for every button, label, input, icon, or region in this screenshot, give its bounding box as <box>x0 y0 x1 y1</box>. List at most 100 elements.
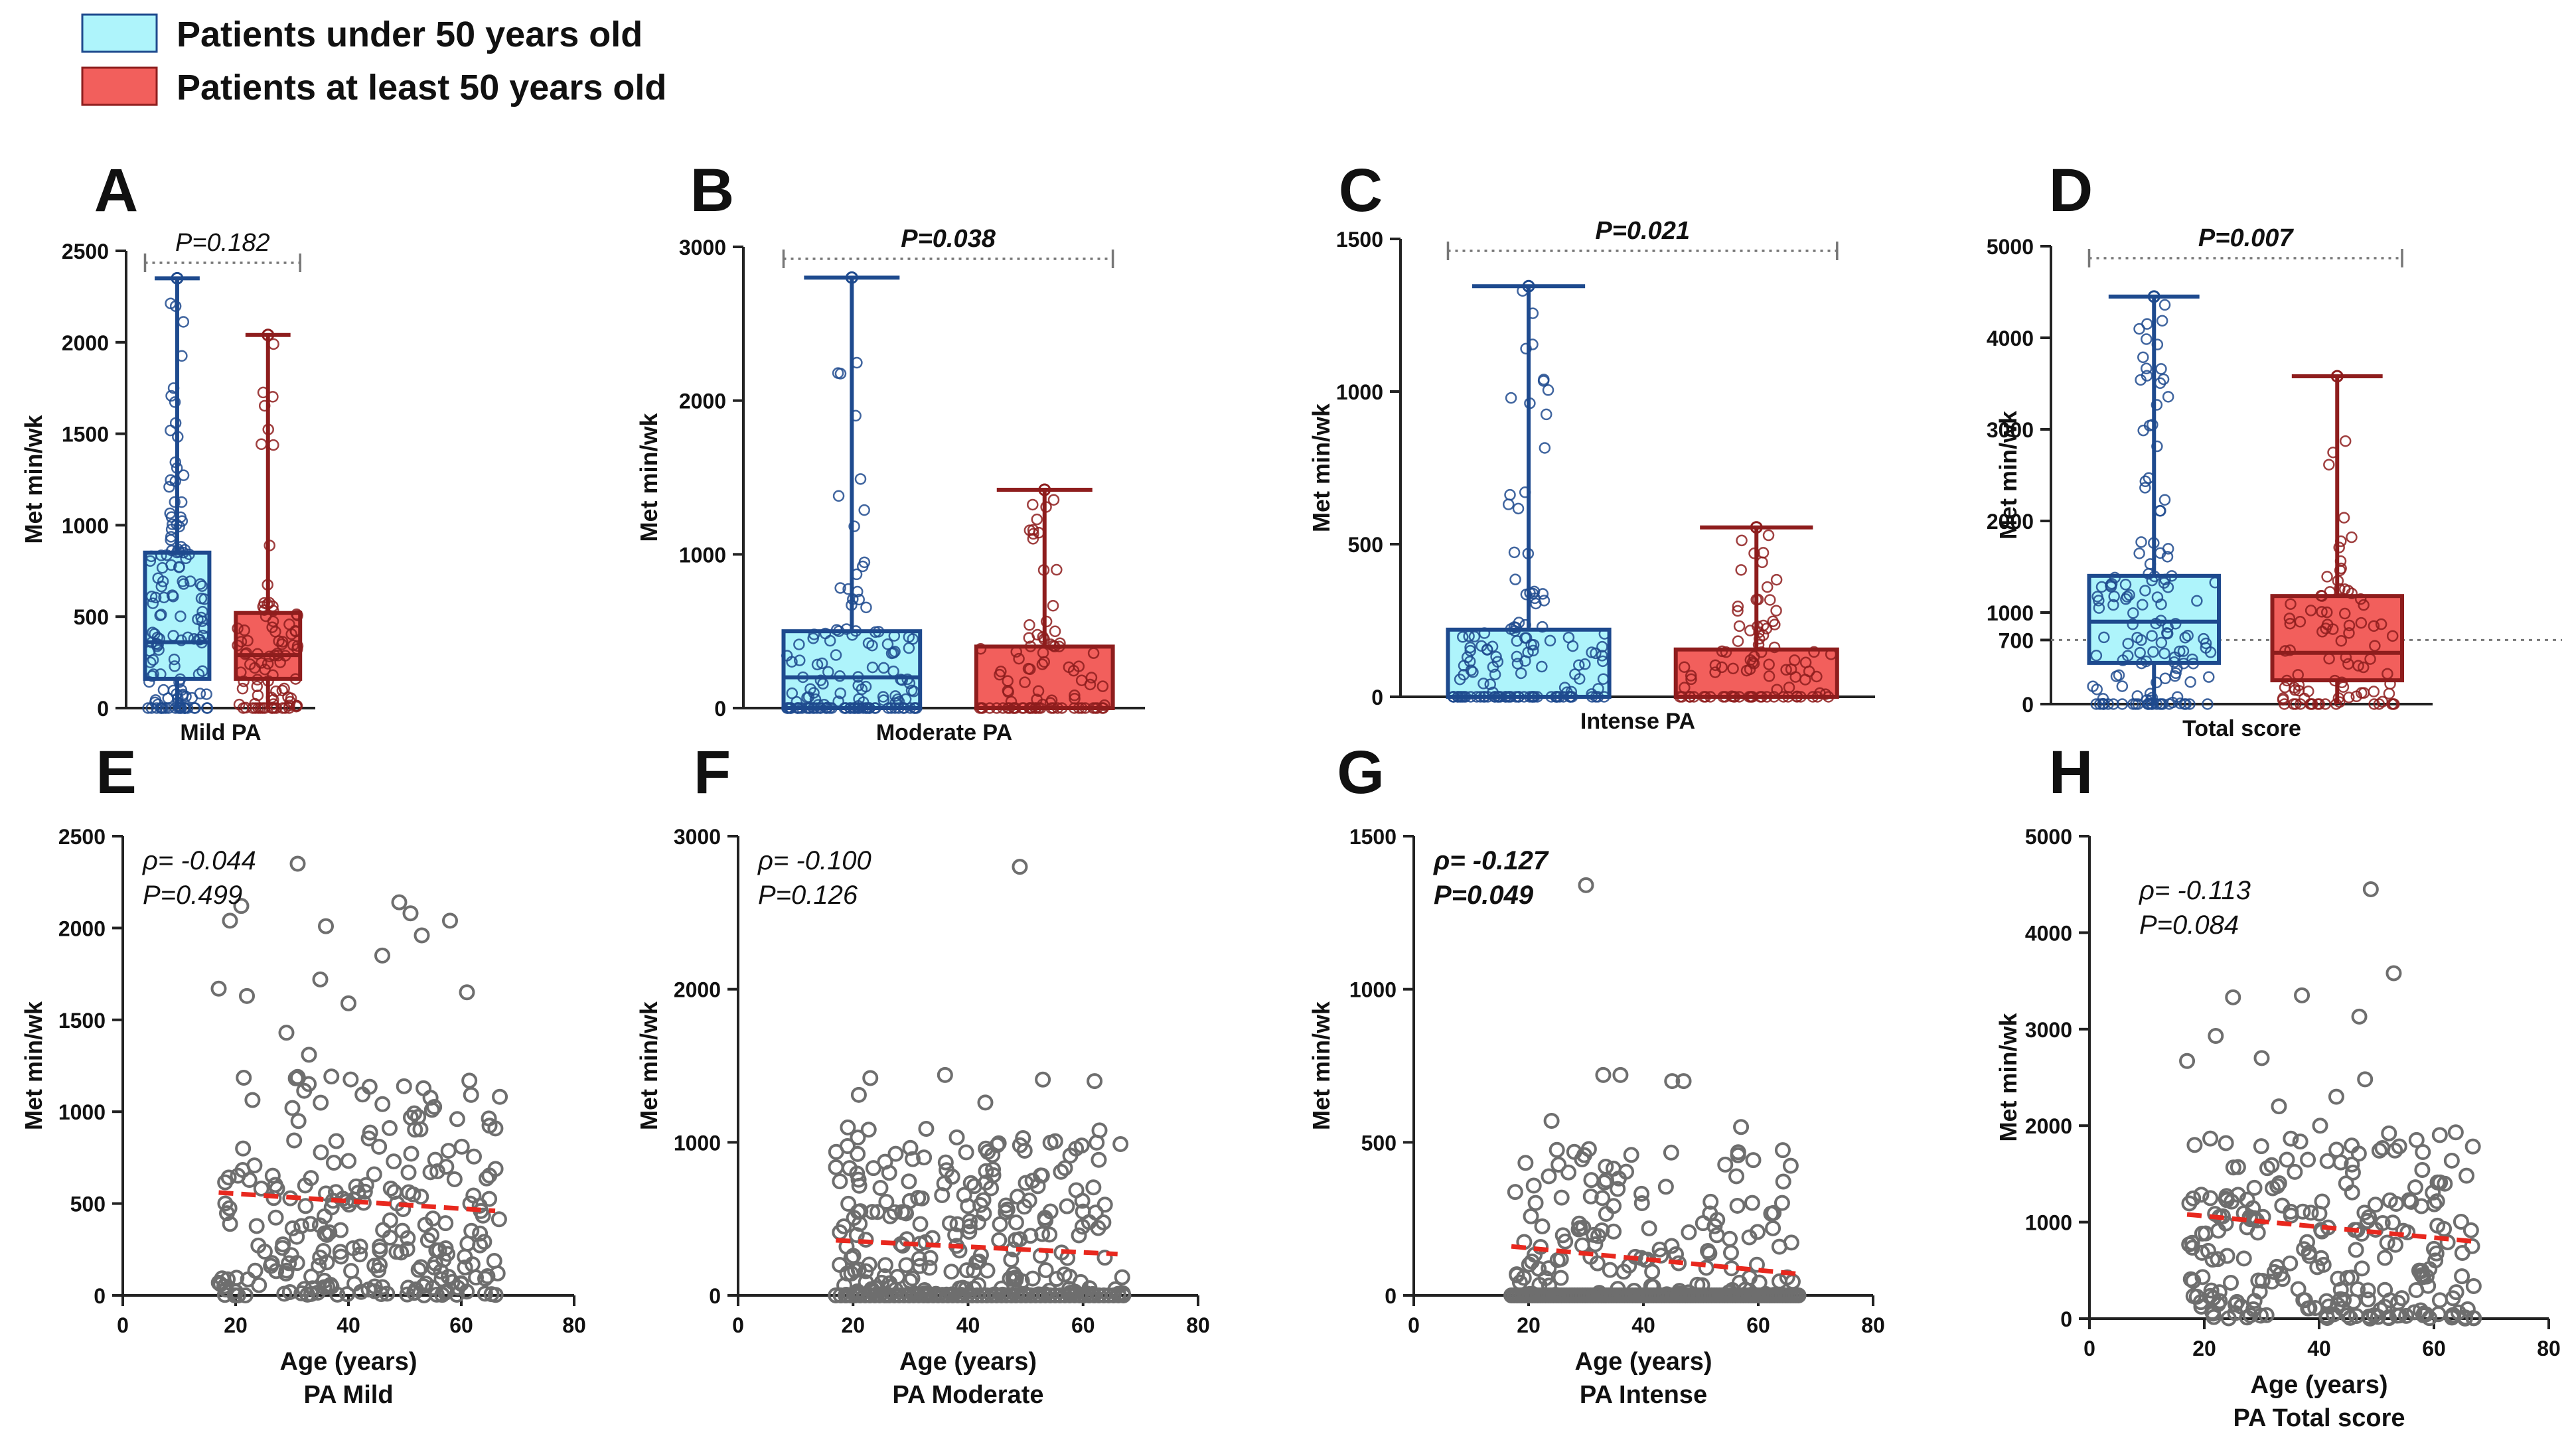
x-axis-label: Age (years) <box>280 1348 417 1376</box>
data-point <box>2367 1197 2383 1213</box>
data-point <box>1775 1173 1791 1190</box>
data-point <box>824 634 836 647</box>
data-point <box>2328 1088 2344 1105</box>
data-point-max <box>262 328 275 342</box>
data-point <box>901 1173 917 1190</box>
data-point-zero <box>945 1287 961 1303</box>
data-point <box>1464 644 1476 657</box>
scatter-points <box>2179 881 2482 1327</box>
data-point <box>416 1287 432 1303</box>
data-point <box>2408 1131 2425 1148</box>
legend-label-over50: Patients at least 50 years old <box>177 68 666 108</box>
data-point <box>2143 419 2156 432</box>
data-point <box>147 654 159 666</box>
data-point <box>2343 692 2355 703</box>
data-point <box>1709 666 1721 678</box>
data-point <box>361 1078 378 1095</box>
data-point <box>2376 1299 2393 1315</box>
data-point <box>2137 351 2149 364</box>
data-point <box>175 541 187 553</box>
data-point <box>1036 658 1049 670</box>
data-point <box>479 1170 495 1187</box>
data-point <box>2191 595 2203 607</box>
y-tick-label: 5000 <box>1987 235 2034 259</box>
y-tick-label: 4000 <box>1987 327 2034 350</box>
data-point <box>2097 698 2109 710</box>
data-point <box>453 1275 469 1291</box>
data-point <box>325 1155 342 1171</box>
data-point <box>312 971 329 987</box>
data-point <box>1590 647 1602 660</box>
data-point <box>453 1138 470 1155</box>
data-point <box>1590 691 1602 703</box>
data-point <box>1763 658 1775 671</box>
data-point <box>2155 636 2168 649</box>
data-point <box>1709 659 1722 672</box>
data-point <box>151 640 163 652</box>
data-point <box>2131 631 2143 644</box>
data-point <box>2454 1268 2470 1285</box>
data-point <box>371 1139 388 1155</box>
data-point <box>233 898 250 914</box>
data-point <box>2218 1135 2234 1151</box>
data-point <box>1597 673 1610 685</box>
data-point <box>977 1094 994 1111</box>
data-point <box>1541 1168 1557 1185</box>
data-point <box>2330 1270 2346 1287</box>
data-point <box>2354 593 2367 605</box>
data-point <box>1523 691 1536 703</box>
data-point <box>340 995 356 1011</box>
data-point <box>2227 1305 2243 1321</box>
box-under50 <box>1446 279 1612 703</box>
data-point <box>2093 698 2106 710</box>
data-point <box>2315 589 2327 602</box>
data-point <box>165 523 178 536</box>
y-tick-label: 3000 <box>679 236 726 259</box>
data-point-zero <box>852 1287 868 1303</box>
data-point <box>374 1096 391 1112</box>
data-point <box>446 1171 463 1188</box>
data-point <box>2328 1141 2345 1158</box>
data-point <box>1664 1073 1681 1090</box>
data-point <box>889 690 901 702</box>
data-point <box>972 1197 989 1213</box>
data-point <box>257 386 269 399</box>
data-point <box>2311 1205 2328 1222</box>
data-point <box>251 680 263 693</box>
data-point <box>1542 384 1554 396</box>
data-point <box>195 592 208 605</box>
data-point <box>2156 315 2168 327</box>
x-axis-label: Age (years) <box>2251 1371 2388 1399</box>
data-point <box>1468 630 1481 643</box>
data-point <box>293 1218 310 1234</box>
scatter-points <box>210 855 508 1303</box>
data-point <box>1598 1159 1614 1175</box>
data-point <box>1702 1193 1719 1210</box>
data-point <box>2095 581 2108 593</box>
data-point <box>1675 1073 1692 1090</box>
data-point <box>2158 299 2171 311</box>
data-point <box>2151 698 2162 710</box>
data-point <box>2454 1245 2470 1262</box>
data-point-zero <box>886 1287 903 1303</box>
data-point <box>459 1236 476 1252</box>
data-point <box>833 625 845 637</box>
data-point <box>1594 1222 1610 1239</box>
data-point <box>877 662 890 674</box>
data-point <box>1112 1136 1129 1153</box>
legend-swatch-under50 <box>81 13 158 53</box>
data-point <box>487 1287 504 1303</box>
data-point <box>1008 1232 1024 1248</box>
data-point <box>1598 1206 1614 1222</box>
data-point <box>235 636 248 648</box>
data-point-zero <box>949 1287 966 1303</box>
data-point <box>1799 674 1811 686</box>
data-point <box>2141 370 2153 382</box>
data-point <box>843 1250 860 1266</box>
data-point <box>360 1130 377 1147</box>
data-point-zero <box>1066 1287 1083 1303</box>
data-point <box>291 699 303 712</box>
data-point <box>402 905 419 922</box>
data-point <box>1780 664 1792 676</box>
data-point <box>1053 1163 1069 1180</box>
